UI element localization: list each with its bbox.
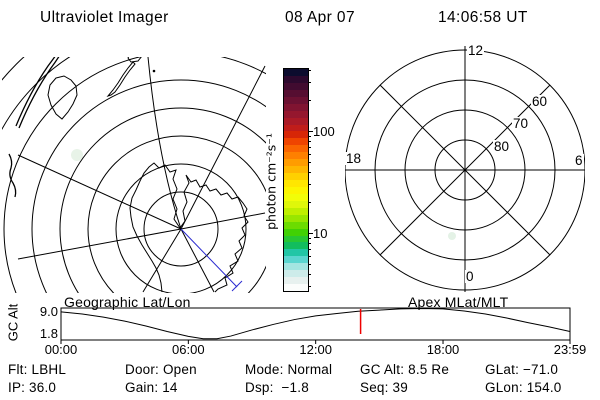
- colorbar-minor-tick: [308, 135, 311, 137]
- mlat-label-70: 70: [512, 116, 530, 131]
- status-seq: Seq: 39: [360, 380, 408, 395]
- status-ip: IP: 36.0: [8, 380, 57, 395]
- status-glon: GLon: 154.0: [485, 380, 562, 395]
- colorbar-minor-tick: [308, 242, 311, 244]
- longitude-lines: [17, 57, 266, 293]
- colorbar-minor-tick: [308, 100, 311, 102]
- australia-coastline: [8, 57, 60, 198]
- new-zealand-coastline: [106, 57, 156, 98]
- colorbar-tick-label-10: 10: [313, 226, 328, 241]
- gc-alt-curve: [60, 308, 571, 340]
- mlat-label-80: 80: [493, 139, 511, 154]
- y-tick-label-9: 9.0: [39, 304, 58, 319]
- uv-emission-patch-polar: [448, 232, 456, 240]
- colorbar-minor-tick: [308, 202, 311, 204]
- map-panel-caption: Geographic Lat/Lon: [64, 294, 191, 310]
- status-mode: Mode: Normal: [245, 362, 333, 377]
- apex-polar-svg: [345, 46, 585, 292]
- status-flt: Flt: LBHL: [8, 362, 67, 377]
- mlt-label-12: 12: [467, 43, 485, 58]
- colorbar-tick-label-100: 100: [313, 124, 335, 139]
- tasmania-coastline: [47, 75, 78, 120]
- colorbar-minor-tick: [308, 248, 311, 250]
- mlt-label-18: 18: [345, 151, 363, 166]
- mlat-label-60: 60: [531, 94, 549, 109]
- colorbar-minor-tick: [308, 171, 311, 173]
- uv-emission-patch: [71, 149, 83, 161]
- colorbar-major-tick: [308, 131, 313, 132]
- colorbar-minor-tick: [308, 69, 311, 71]
- gc-alt-plot-svg: [60, 307, 571, 344]
- x-axis-tick-label: 00:00: [44, 342, 78, 357]
- colorbar-minor-tick: [308, 161, 311, 163]
- colorbar-minor-tick: [308, 255, 311, 257]
- colorbar-gradient: [283, 68, 309, 292]
- mlt-axis-diag-2: [379, 84, 551, 256]
- satellite-track-line: [180, 228, 243, 292]
- colorbar-minor-tick: [308, 273, 311, 275]
- y-axis-title: GC Alt: [5, 303, 21, 342]
- colorbar-unit-label: photon cm⁻²s⁻¹: [263, 133, 279, 230]
- colorbar-minor-tick: [308, 153, 311, 155]
- colorbar-minor-tick: [308, 82, 311, 84]
- mlt-label-6: 6: [574, 153, 584, 168]
- header-time: 14:06:58 UT: [438, 9, 528, 26]
- colorbar-minor-tick: [308, 146, 311, 148]
- latitude-circles: [2, 57, 266, 293]
- x-axis-tick-label: 23:59: [553, 342, 587, 357]
- status-dsp: Dsp: −1.8: [245, 380, 309, 395]
- polar-panel-caption: Apex MLat/MLT: [408, 294, 509, 310]
- colorbar-minor-tick: [308, 286, 311, 288]
- colorbar-major-tick: [308, 233, 313, 234]
- colorbar-minor-tick: [308, 263, 311, 265]
- colorbar-minor-tick: [308, 184, 311, 186]
- geographic-map-svg: [2, 57, 266, 293]
- x-axis-ticks: [60, 340, 571, 344]
- y-tick-label-18: 1.8: [39, 326, 58, 341]
- colorbar-minor-tick: [308, 237, 311, 239]
- app-title: Ultraviolet Imager: [40, 9, 169, 26]
- status-door: Door: Open: [125, 362, 197, 377]
- x-axis-tick-label: 12:00: [299, 342, 332, 357]
- antarctica-coastline: [129, 162, 249, 293]
- x-axis-tick-label: 06:00: [172, 342, 205, 357]
- header-date: 08 Apr 07: [285, 9, 355, 26]
- status-gc-alt: GC Alt: 8.5 Re: [360, 362, 450, 377]
- mlt-label-0: 0: [465, 269, 475, 284]
- status-gain: Gain: 14: [125, 380, 178, 395]
- status-glat: GLat: −71.0: [485, 362, 559, 377]
- x-axis-tick-label: 18:00: [426, 342, 460, 357]
- satellite-position-marker: [231, 280, 243, 292]
- colorbar-minor-tick: [308, 140, 311, 142]
